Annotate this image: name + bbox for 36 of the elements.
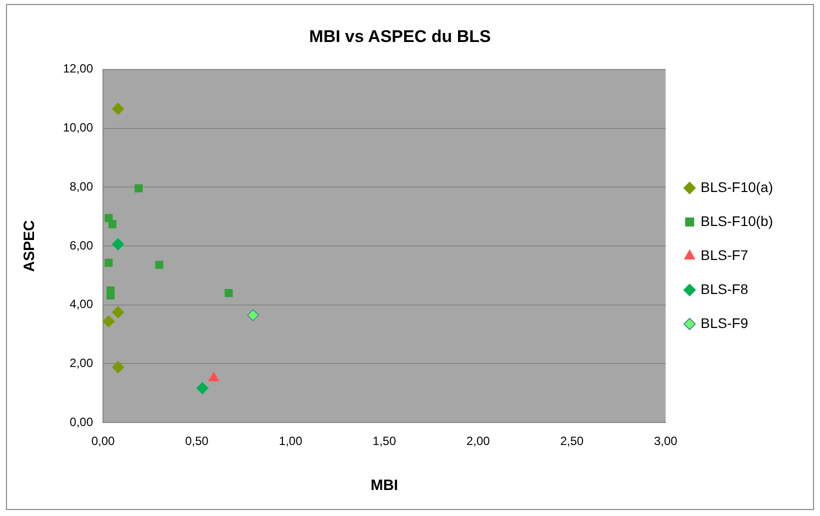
x-tick-label: 1,50 <box>372 434 396 448</box>
point <box>134 184 143 192</box>
x-tick-label: 2,50 <box>560 434 584 448</box>
point <box>247 309 260 322</box>
x-tick-label: 1,00 <box>278 434 303 448</box>
point <box>106 291 115 300</box>
y-tick-label: 6,00 <box>70 238 94 252</box>
legend-label: BLS-F9 <box>700 314 748 331</box>
x-tick-label: 0,00 <box>91 434 116 448</box>
y-tick-label: 0,00 <box>70 414 94 429</box>
legend-label: BLS-F10(a) <box>700 178 773 195</box>
point <box>112 361 124 374</box>
point <box>108 220 116 228</box>
point <box>196 382 208 394</box>
point <box>104 258 113 267</box>
point <box>103 315 115 328</box>
x-axis-title: MBI <box>370 477 398 494</box>
x-tick-label: 0,50 <box>185 434 209 448</box>
y-tick-label: 2,00 <box>70 356 94 370</box>
point <box>112 238 124 250</box>
y-axis-title: ASPEC <box>21 220 38 272</box>
y-tick-label: 10,00 <box>63 120 94 135</box>
chart-title: MBI vs ASPEC du BLS <box>309 26 491 46</box>
y-tick-label: 8,00 <box>70 179 94 194</box>
legend-label: BLS-F10(b) <box>700 212 773 229</box>
point <box>112 306 124 318</box>
y-tick-label: 4,00 <box>70 297 94 312</box>
y-tick-label: 12,00 <box>63 62 94 76</box>
point <box>208 372 219 382</box>
point <box>112 102 124 115</box>
x-tick-label: 2,00 <box>466 434 490 448</box>
point <box>155 260 164 269</box>
x-tick-label: 3,00 <box>654 434 678 448</box>
point <box>224 289 233 298</box>
legend-label: BLS-F7 <box>700 246 748 263</box>
legend-label: BLS-F8 <box>700 280 748 297</box>
